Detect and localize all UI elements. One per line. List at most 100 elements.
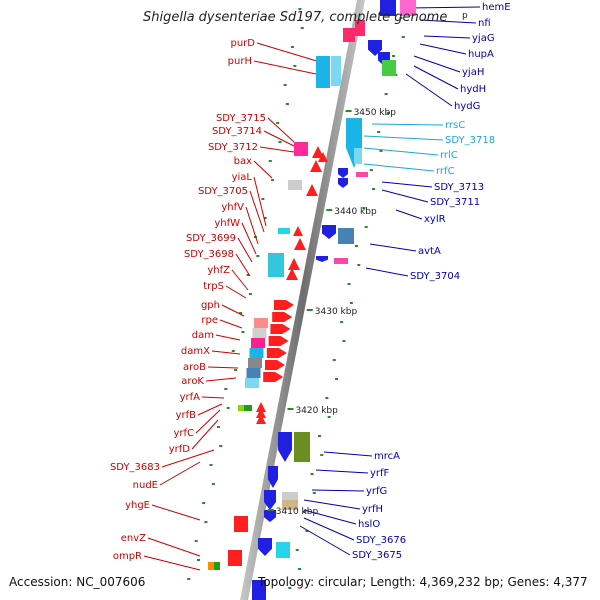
gene-block xyxy=(343,28,355,42)
gene-label: dam xyxy=(192,330,214,341)
leader-line xyxy=(201,396,225,399)
gene-label: bax xyxy=(234,156,252,167)
tick-mark xyxy=(285,103,289,105)
gene-label: purH xyxy=(228,56,252,67)
gene-label: aroK xyxy=(181,376,204,387)
tick-mark xyxy=(202,502,206,504)
tick-mark xyxy=(256,255,260,257)
gene-block xyxy=(380,0,396,16)
leader-line xyxy=(395,209,423,220)
tick-mark xyxy=(278,141,282,143)
gene-label: rrfC xyxy=(436,166,455,177)
leader-line xyxy=(197,403,223,416)
gene-arrow-small xyxy=(293,226,303,236)
gene-arrow-forward xyxy=(263,372,284,382)
tick-mark xyxy=(241,331,245,333)
gene-block xyxy=(244,405,252,411)
leader-line xyxy=(256,42,321,63)
leader-line xyxy=(363,135,444,141)
gene-arrow-small xyxy=(286,268,298,280)
tick-mark xyxy=(204,521,208,523)
leader-line xyxy=(219,319,243,329)
gene-arrow-reverse xyxy=(338,178,348,188)
gene-arrow-small xyxy=(310,160,322,172)
gene-label: yrfA xyxy=(180,392,201,403)
gene-block xyxy=(254,318,268,328)
gene-arrow-reverse xyxy=(338,168,348,178)
leader-line xyxy=(419,43,467,55)
gene-label: damX xyxy=(181,346,210,357)
tick-mark xyxy=(386,112,390,114)
tick-mark xyxy=(216,426,220,428)
tick-mark xyxy=(349,302,353,304)
gene-arrow-small xyxy=(294,238,306,250)
gene-block xyxy=(382,60,396,76)
gene-label: hydH xyxy=(460,84,486,95)
leader-line xyxy=(419,19,477,24)
leader-line xyxy=(365,267,409,277)
leader-line xyxy=(303,499,361,510)
gene-arrow-reverse xyxy=(264,490,276,510)
gene-block xyxy=(245,378,259,388)
genome-title: Shigella dysenteriae Sd197, complete gen… xyxy=(143,10,447,25)
leader-line xyxy=(207,366,239,369)
gene-label: SDY_3713 xyxy=(434,182,484,193)
gene-label: SDY_3715 xyxy=(216,113,266,124)
gene-label: avtA xyxy=(418,246,441,257)
gene-block xyxy=(331,56,341,86)
gene-label: SDY_3675 xyxy=(352,550,402,561)
leader-line xyxy=(211,350,241,355)
gene-block xyxy=(356,172,368,177)
leader-lines xyxy=(143,6,481,571)
tick-mark xyxy=(226,407,230,409)
gene-label: yrfH xyxy=(362,504,383,515)
scale-labels: 3450 kbp 3440 kbp 3430 kbp 3420 kbp 3410 kbp xyxy=(267,108,396,517)
gene-label: ompR xyxy=(113,551,142,562)
tick-mark xyxy=(261,198,265,200)
gene-label: envZ xyxy=(121,533,146,544)
tick-mark xyxy=(295,549,299,551)
tick-mark xyxy=(399,17,403,19)
leader-line xyxy=(381,189,429,203)
gene-label: SDY_3714 xyxy=(212,126,262,137)
leader-line xyxy=(215,334,241,341)
gene-arrow-forward xyxy=(272,312,293,322)
tick-mark xyxy=(379,150,383,152)
leader-line xyxy=(303,517,355,541)
leader-line xyxy=(423,35,471,39)
gene-block xyxy=(246,368,261,378)
gene-block xyxy=(214,562,220,570)
gene-arrow-small xyxy=(288,258,300,270)
gene-label: nudE xyxy=(133,480,158,491)
tick-mark xyxy=(357,264,361,266)
gene-label: yjaG xyxy=(472,33,495,44)
gene-arrow-reverse xyxy=(278,432,292,462)
tick-mark xyxy=(401,36,405,38)
tick-mark xyxy=(354,245,358,247)
leader-line xyxy=(323,451,373,457)
gene-block xyxy=(400,0,416,16)
gene-block xyxy=(234,516,248,532)
tick-mark xyxy=(263,217,267,219)
gene-arrow-reverse xyxy=(316,256,328,262)
gene-label: trpS xyxy=(203,281,224,292)
gene-label: yhfW xyxy=(214,218,240,229)
leader-line xyxy=(147,537,201,557)
gene-block xyxy=(294,432,310,462)
tick-mark xyxy=(219,445,223,447)
gene-features xyxy=(208,0,416,600)
gene-label: rrsC xyxy=(445,120,465,131)
tick-mark xyxy=(187,578,191,580)
tick-mark xyxy=(340,321,344,323)
tick-mark xyxy=(211,483,215,485)
gene-arrow-forward xyxy=(265,360,285,370)
gene-block xyxy=(228,550,242,566)
leader-line xyxy=(363,147,439,156)
gene-block xyxy=(251,338,265,348)
gene-block xyxy=(338,228,354,244)
gene-arrow-forward xyxy=(270,324,291,334)
leader-line xyxy=(369,243,417,252)
gene-label: yrfG xyxy=(366,486,387,497)
gene-block xyxy=(334,258,348,264)
gene-label: SDY_3699 xyxy=(186,233,236,244)
